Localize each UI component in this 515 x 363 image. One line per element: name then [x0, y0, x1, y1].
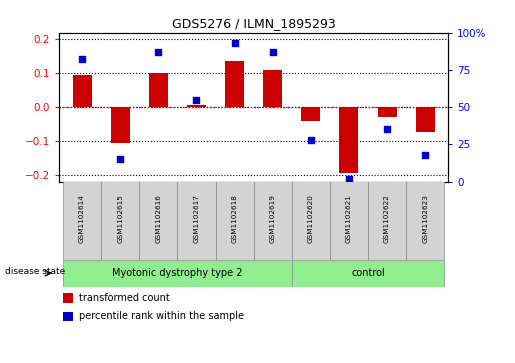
- Bar: [149, 73, 168, 107]
- Bar: [225, 61, 244, 107]
- Text: GSM1102614: GSM1102614: [79, 195, 85, 244]
- Bar: [339, 107, 358, 173]
- Text: GSM1102616: GSM1102616: [156, 195, 161, 244]
- Text: disease state: disease state: [5, 267, 65, 276]
- Bar: [301, 107, 320, 121]
- Text: GSM1102619: GSM1102619: [270, 195, 276, 244]
- Text: GSM1102622: GSM1102622: [384, 195, 390, 244]
- Text: percentile rank within the sample: percentile rank within the sample: [79, 311, 244, 321]
- Text: GSM1102618: GSM1102618: [232, 195, 237, 244]
- Point: [269, 49, 277, 55]
- Bar: [406, 182, 444, 260]
- Text: GSM1102617: GSM1102617: [194, 195, 199, 244]
- Point: [307, 137, 315, 143]
- Bar: [377, 107, 397, 117]
- Text: GSM1102623: GSM1102623: [422, 195, 428, 244]
- Bar: [63, 260, 292, 287]
- Bar: [215, 182, 253, 260]
- Point: [154, 49, 162, 55]
- Bar: [292, 182, 330, 260]
- Point: [421, 152, 430, 158]
- Text: Myotonic dystrophy type 2: Myotonic dystrophy type 2: [112, 268, 243, 278]
- Bar: [63, 312, 73, 321]
- Bar: [111, 107, 130, 143]
- Bar: [101, 182, 139, 260]
- Bar: [63, 182, 101, 260]
- Bar: [73, 75, 92, 107]
- Text: transformed count: transformed count: [79, 293, 169, 303]
- Bar: [368, 182, 406, 260]
- Bar: [253, 182, 292, 260]
- Bar: [187, 105, 206, 107]
- Point: [116, 156, 124, 162]
- Text: GSM1102620: GSM1102620: [308, 195, 314, 244]
- Bar: [139, 182, 177, 260]
- Bar: [330, 182, 368, 260]
- Point: [192, 97, 200, 103]
- Point: [78, 57, 86, 62]
- Text: GSM1102615: GSM1102615: [117, 195, 123, 244]
- Bar: [63, 293, 73, 303]
- Bar: [263, 70, 282, 107]
- Point: [345, 176, 353, 182]
- Point: [383, 127, 391, 132]
- Point: [230, 40, 238, 46]
- Title: GDS5276 / ILMN_1895293: GDS5276 / ILMN_1895293: [172, 17, 335, 30]
- Text: control: control: [351, 268, 385, 278]
- Text: GSM1102621: GSM1102621: [346, 195, 352, 244]
- Bar: [292, 260, 444, 287]
- Bar: [416, 107, 435, 132]
- Bar: [177, 182, 215, 260]
